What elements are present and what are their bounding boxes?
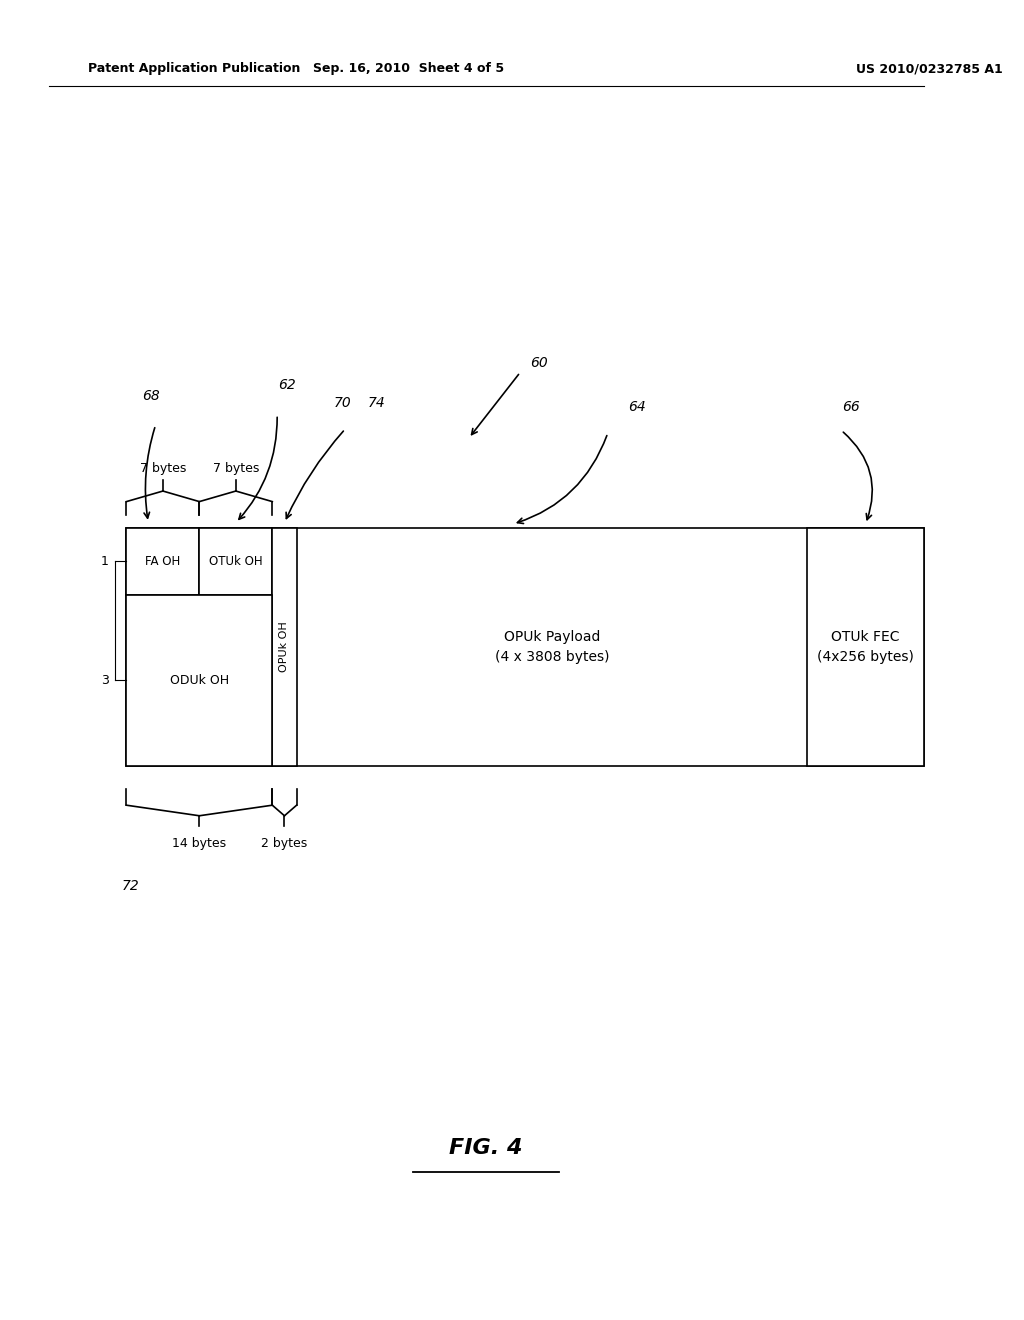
Text: 60: 60 [530,356,548,370]
Text: OTUk FEC
(4x256 bytes): OTUk FEC (4x256 bytes) [817,630,914,664]
Text: OTUk OH: OTUk OH [209,554,262,568]
Text: ODUk OH: ODUk OH [170,673,229,686]
Text: 7 bytes: 7 bytes [139,462,186,475]
Bar [126,528,200,594]
Text: FIG. 4: FIG. 4 [450,1138,523,1159]
Bar [126,594,272,766]
Bar [272,528,297,766]
Text: OPUk Payload
(4 x 3808 bytes): OPUk Payload (4 x 3808 bytes) [495,630,609,664]
Text: 3: 3 [101,673,109,686]
Text: Patent Application Publication: Patent Application Publication [87,62,300,75]
Text: 66: 66 [842,400,860,413]
Text: FA OH: FA OH [145,554,180,568]
Text: US 2010/0232785 A1: US 2010/0232785 A1 [856,62,1002,75]
Text: 62: 62 [278,379,296,392]
Text: 14 bytes: 14 bytes [172,837,226,850]
Text: 1: 1 [101,554,109,568]
Text: Sep. 16, 2010  Sheet 4 of 5: Sep. 16, 2010 Sheet 4 of 5 [313,62,504,75]
Bar [807,528,924,766]
Text: 2 bytes: 2 bytes [261,837,307,850]
Text: OPUk OH: OPUk OH [280,622,290,672]
Text: 74: 74 [368,396,385,409]
Bar [126,528,924,766]
Bar [200,528,272,594]
Text: 64: 64 [628,400,646,413]
Text: 72: 72 [122,879,139,894]
Text: 7 bytes: 7 bytes [213,462,259,475]
Text: 68: 68 [142,389,160,403]
Text: 70: 70 [334,396,351,409]
